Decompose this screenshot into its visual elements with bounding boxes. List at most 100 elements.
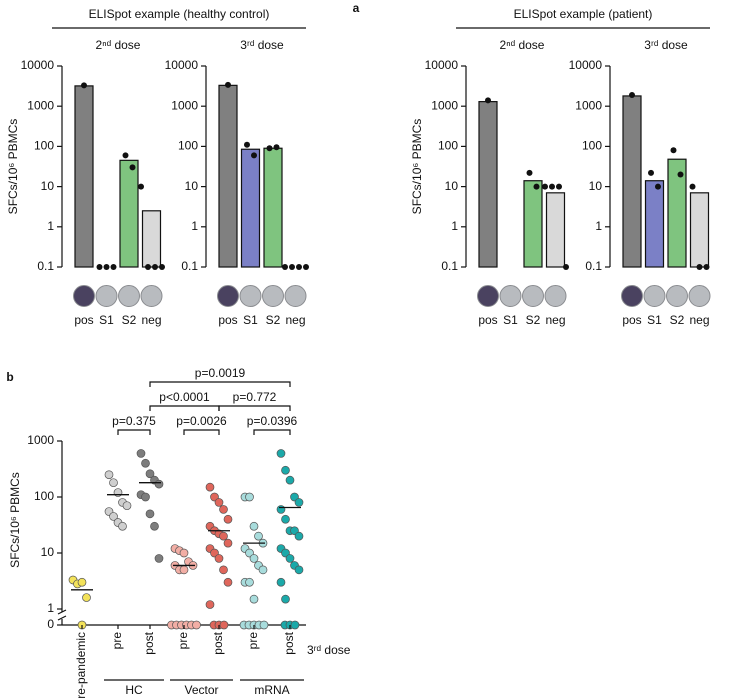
data-point: [141, 492, 150, 502]
data-point: [122, 152, 129, 159]
data-point: [294, 531, 304, 541]
significance-bracket: [218, 405, 291, 411]
y-tick-label: 100: [178, 139, 198, 153]
y-tick-label: 0.1: [37, 259, 54, 273]
y-tick-label: 10: [185, 179, 199, 193]
x-tick-label: pos: [218, 313, 237, 327]
group-title: ELISpot example (patient): [514, 7, 653, 21]
y-tick-label: 0.1: [441, 259, 458, 273]
y-tick-label: 1: [191, 219, 198, 233]
data-point: [303, 264, 309, 270]
significance-bracket: [149, 381, 291, 387]
data-point: [670, 147, 677, 154]
data-point: [103, 264, 110, 270]
y-tick-label: 10000: [425, 58, 459, 72]
x-tick-label: neg: [141, 313, 161, 327]
y-tick-label: 1: [47, 219, 54, 233]
x-tick-label: S1: [243, 313, 258, 327]
x-tick-label: S2: [122, 313, 137, 327]
data-point: [219, 531, 228, 541]
chart-title: 2ⁿᵈ dose: [96, 38, 141, 52]
data-point: [282, 264, 288, 270]
data-point: [205, 482, 215, 492]
well-image: [239, 285, 262, 307]
x-tick-label: S1: [99, 313, 114, 327]
bar: [74, 85, 94, 268]
data-point: [110, 264, 117, 270]
data-point: [556, 183, 562, 190]
x-axis-label: 3ʳᵈ dose: [307, 643, 351, 657]
data-point: [285, 475, 295, 485]
x-tick-label: pos: [74, 313, 93, 327]
y-tick-label: 10000: [569, 58, 603, 72]
significance-bracket: [149, 405, 220, 411]
data-point: [294, 565, 304, 575]
y-tick-label: 10: [41, 179, 55, 193]
y-tick-label: 10000: [165, 58, 199, 72]
x-tick-label: S1: [503, 313, 518, 327]
data-point: [258, 565, 268, 575]
data-point: [81, 82, 87, 89]
bar: [644, 180, 665, 268]
data-point: [154, 479, 164, 489]
y-tick-label: 100: [582, 139, 602, 153]
p-value: p<0.0001: [159, 390, 210, 404]
data-point: [696, 264, 703, 270]
group-label: HC: [125, 683, 143, 697]
chart-title: 3ʳᵈ dose: [644, 38, 688, 52]
data-point: [542, 183, 548, 190]
well-image: [477, 285, 499, 307]
y-tick-label: 1000: [575, 98, 602, 112]
data-point: [276, 449, 286, 458]
data-point: [150, 521, 159, 531]
data-point: [122, 501, 132, 511]
panel-label: a: [353, 1, 360, 15]
data-point: [273, 144, 280, 151]
data-point: [677, 171, 684, 178]
bar: [545, 192, 566, 268]
bar: [263, 147, 283, 268]
well-image: [217, 285, 239, 307]
x-tick-label: S1: [647, 313, 662, 327]
y-tick-label: 1000: [171, 98, 198, 112]
data-point: [136, 449, 146, 458]
data-point: [77, 577, 87, 587]
data-point: [245, 577, 254, 587]
y-tick-label: 10: [589, 179, 603, 193]
group-label: Vector: [184, 683, 218, 697]
y-tick-label: 0: [47, 617, 54, 631]
y-tick-label: 100: [34, 489, 54, 503]
well-image: [73, 285, 95, 307]
data-point: [118, 521, 127, 531]
group-label: mRNA: [254, 683, 289, 697]
bar: [667, 158, 687, 268]
data-point: [259, 620, 269, 630]
data-point: [689, 183, 696, 190]
data-point: [109, 478, 118, 488]
data-point: [629, 91, 635, 98]
well-image: [522, 285, 544, 307]
data-point: [145, 469, 155, 479]
data-point: [249, 554, 259, 563]
x-tick-label: post: [211, 631, 225, 654]
y-axis-label: SFCs/10⁶ PBMCs: [6, 119, 20, 215]
data-point: [159, 264, 165, 270]
data-point: [249, 594, 259, 604]
x-tick-label: S2: [266, 313, 281, 327]
y-tick-label: 1000: [27, 433, 54, 447]
y-tick-label: 1000: [27, 98, 54, 112]
data-point: [281, 514, 290, 524]
data-point: [648, 169, 654, 176]
data-point: [179, 548, 189, 558]
data-point: [179, 565, 189, 575]
y-tick-label: 0.1: [585, 259, 602, 273]
data-point: [285, 554, 295, 563]
x-tick-label: pre: [110, 632, 124, 650]
axis-break: [57, 609, 67, 615]
well-image: [688, 285, 711, 307]
bar: [141, 210, 162, 268]
bar: [119, 159, 139, 268]
y-axis-label: SFCs/10⁶ PBMCs: [8, 472, 22, 568]
y-tick-label: 10000: [21, 58, 55, 72]
